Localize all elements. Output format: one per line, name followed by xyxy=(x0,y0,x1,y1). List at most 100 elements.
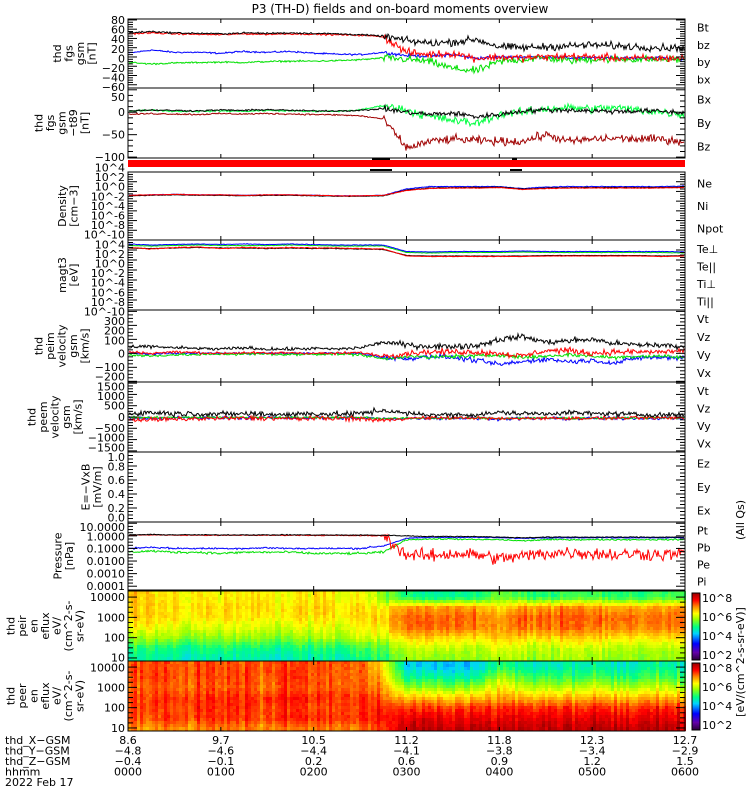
peir-spectrogram-cell xyxy=(278,606,281,609)
peir-spectrogram-cell xyxy=(317,612,320,615)
peir-spectrogram-cell xyxy=(407,618,410,621)
peir-spectrogram-cell xyxy=(605,621,608,624)
peir-spectrogram-cell xyxy=(617,627,620,630)
peir-spectrogram-cell xyxy=(137,606,140,609)
peir-spectrogram-cell xyxy=(197,621,200,624)
peir-spectrogram-cell xyxy=(500,612,503,615)
peer-spectrogram-cell xyxy=(158,664,161,667)
peir-spectrogram-cell xyxy=(230,609,233,612)
peir-spectrogram-cell xyxy=(584,639,587,642)
peir-spectrogram-cell xyxy=(194,618,197,621)
peir-spectrogram-cell xyxy=(407,615,410,618)
peir-spectrogram-cell xyxy=(251,627,254,630)
peir-spectrogram-cell xyxy=(428,600,431,603)
peir-spectrogram-cell xyxy=(533,597,536,600)
peir-spectrogram-cell xyxy=(224,597,227,600)
peir-spectrogram-cell xyxy=(446,648,449,651)
peir-spectrogram-cell xyxy=(449,648,452,651)
peir-spectrogram-cell xyxy=(518,621,521,624)
peir-spectrogram-cell xyxy=(254,621,257,624)
peir-spectrogram-cell xyxy=(473,591,476,594)
peir-spectrogram-cell xyxy=(182,636,185,639)
peer-spectrogram-cell xyxy=(182,694,185,697)
peir-spectrogram-cell xyxy=(326,621,329,624)
peir-spectrogram-cell xyxy=(674,591,677,594)
peer-spectrogram-cell xyxy=(164,673,167,676)
peir-spectrogram-cell xyxy=(380,600,383,603)
peir-spectrogram-cell xyxy=(416,639,419,642)
peir-spectrogram-cell xyxy=(518,615,521,618)
peir-spectrogram-cell xyxy=(365,615,368,618)
peir-spectrogram-cell xyxy=(440,633,443,636)
peir-spectrogram-cell xyxy=(662,606,665,609)
peir-spectrogram-cell xyxy=(308,654,311,657)
peir-spectrogram-cell xyxy=(140,630,143,633)
peir-spectrogram-cell xyxy=(404,594,407,597)
peir-spectrogram-cell xyxy=(434,621,437,624)
peir-spectrogram-cell xyxy=(236,627,239,630)
peir-spectrogram-cell xyxy=(665,633,668,636)
peir-spectrogram-cell xyxy=(494,645,497,648)
peir-spectrogram-cell xyxy=(503,633,506,636)
peir-spectrogram-cell xyxy=(395,657,398,660)
peir-spectrogram-cell xyxy=(251,654,254,657)
peir-spectrogram-cell xyxy=(464,639,467,642)
peir-spectrogram-cell xyxy=(242,639,245,642)
peir-spectrogram-cell xyxy=(434,639,437,642)
peir-spectrogram-cell xyxy=(365,612,368,615)
peir-spectrogram-cell xyxy=(599,612,602,615)
peir-spectrogram-cell xyxy=(527,615,530,618)
peir-spectrogram-cell xyxy=(386,633,389,636)
peir-spectrogram-cell xyxy=(590,594,593,597)
peir-spectrogram-cell xyxy=(563,618,566,621)
peir-spectrogram-cell xyxy=(368,636,371,639)
peir-spectrogram-cell xyxy=(326,597,329,600)
peir-spectrogram-cell xyxy=(191,630,194,633)
peir-spectrogram-cell xyxy=(494,600,497,603)
peir-spectrogram-cell xyxy=(425,654,428,657)
peir-spectrogram-cell xyxy=(221,591,224,594)
peir-spectrogram-cell xyxy=(614,651,617,654)
peir-spectrogram-cell xyxy=(530,630,533,633)
peir-spectrogram-cell xyxy=(326,651,329,654)
peer-spectrogram-cell xyxy=(182,703,185,706)
peer-spectrogram-cell xyxy=(134,664,137,667)
peir-spectrogram-cell xyxy=(593,591,596,594)
peir-spectrogram-cell xyxy=(149,618,152,621)
peir-spectrogram-cell xyxy=(194,633,197,636)
peir-spectrogram-cell xyxy=(374,603,377,606)
peir-spectrogram-cell xyxy=(200,603,203,606)
peer-spectrogram-cell xyxy=(158,691,161,694)
peir-spectrogram-cell xyxy=(674,621,677,624)
peir-spectrogram-cell xyxy=(464,594,467,597)
peir-spectrogram-cell xyxy=(200,657,203,660)
peir-spectrogram-cell xyxy=(254,633,257,636)
peir-spectrogram-cell xyxy=(161,627,164,630)
peir-spectrogram-cell xyxy=(440,618,443,621)
peir-spectrogram-cell xyxy=(497,651,500,654)
peir-spectrogram-cell xyxy=(461,603,464,606)
peir-spectrogram-cell xyxy=(398,651,401,654)
peir-spectrogram-cell xyxy=(539,651,542,654)
peir-spectrogram-cell xyxy=(182,648,185,651)
peir-spectrogram-cell xyxy=(530,627,533,630)
peir-spectrogram-cell xyxy=(452,627,455,630)
peir-spectrogram-cell xyxy=(509,657,512,660)
peir-spectrogram-cell xyxy=(215,609,218,612)
peir-spectrogram-cell xyxy=(248,633,251,636)
peir-spectrogram-cell xyxy=(434,624,437,627)
peir-spectrogram-cell xyxy=(410,636,413,639)
peir-spectrogram-cell xyxy=(641,645,644,648)
peir-spectrogram-cell xyxy=(185,618,188,621)
peir-spectrogram-cell xyxy=(305,615,308,618)
peir-spectrogram-cell xyxy=(431,615,434,618)
peir-spectrogram-cell xyxy=(515,624,518,627)
peir-spectrogram-cell xyxy=(170,612,173,615)
peir-spectrogram-cell xyxy=(191,612,194,615)
peir-spectrogram-cell xyxy=(662,630,665,633)
peir-spectrogram-cell xyxy=(605,639,608,642)
peir-spectrogram-cell xyxy=(524,633,527,636)
peir-spectrogram-cell xyxy=(230,657,233,660)
peir-spectrogram-cell xyxy=(497,630,500,633)
peir-spectrogram-cell xyxy=(266,639,269,642)
